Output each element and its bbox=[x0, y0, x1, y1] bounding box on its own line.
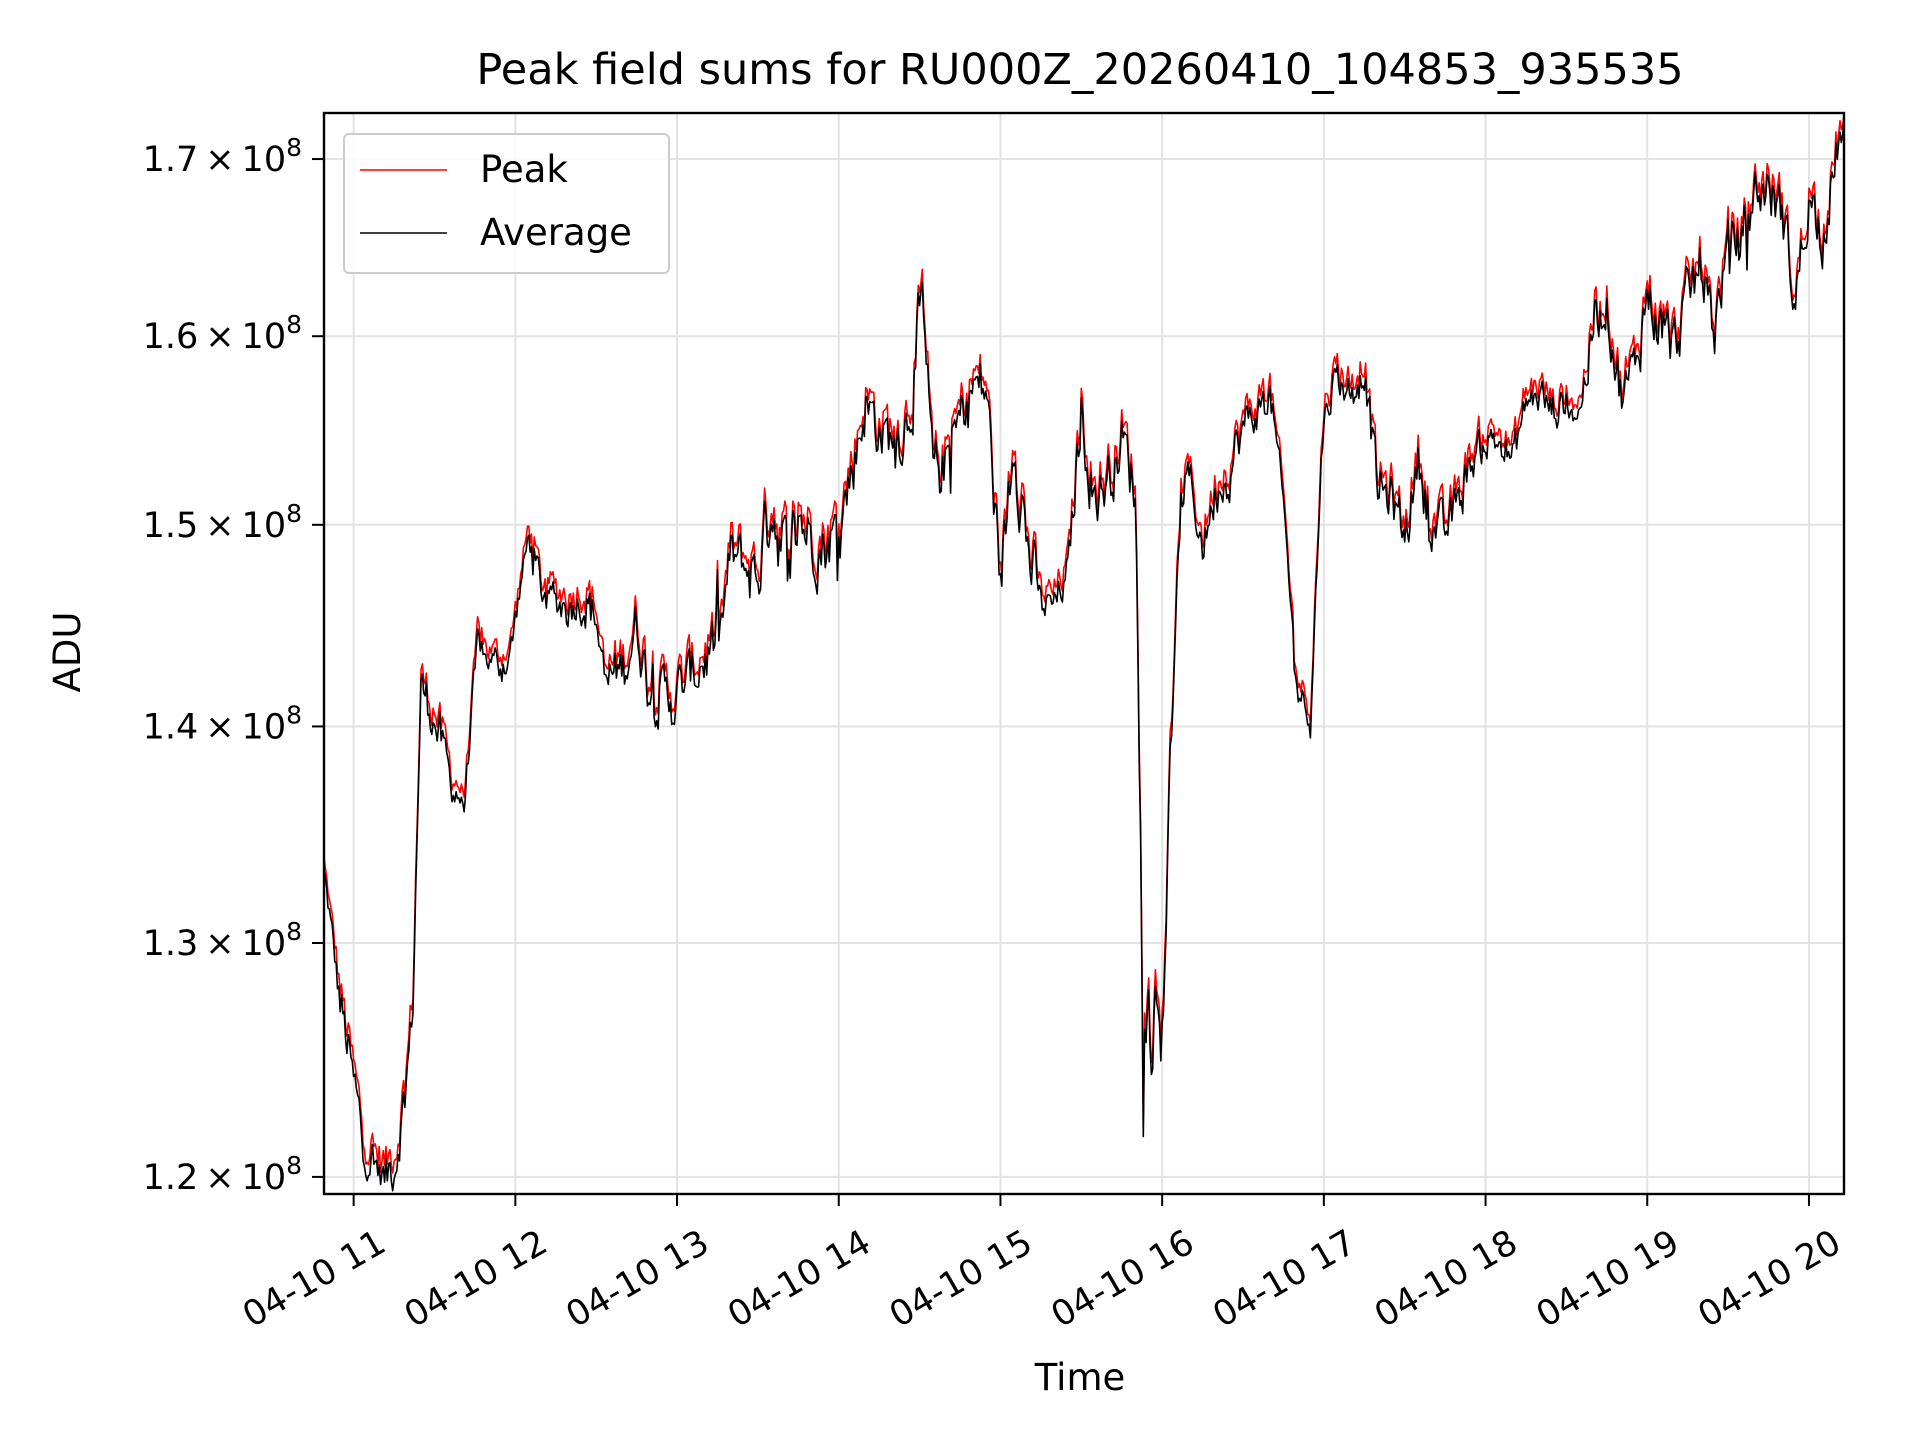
y-tick-label: 1.2 × 108 bbox=[143, 1151, 302, 1198]
y-tick-label: 1.4 × 108 bbox=[143, 700, 302, 747]
legend-label-peak: Peak bbox=[480, 148, 568, 191]
x-axis-label: Time bbox=[1034, 1356, 1126, 1399]
y-tick-label: 1.6 × 108 bbox=[143, 310, 302, 357]
y-tick-label: 1.7 × 108 bbox=[143, 133, 302, 180]
series-line-average bbox=[324, 121, 1844, 1192]
y-axis-label: ADU bbox=[46, 612, 89, 693]
y-tick-label: 1.3 × 108 bbox=[143, 917, 302, 964]
y-axis: 1.2 × 108 1.3 × 108 1.4 × 108 1.5 × 108 1.6 … bbox=[143, 133, 324, 1198]
legend-box bbox=[343, 133, 670, 274]
legend-label-average: Average bbox=[480, 211, 632, 254]
legend: Peak Average bbox=[343, 133, 670, 274]
y-tick-label: 1.5 × 108 bbox=[143, 499, 302, 546]
plot-frame bbox=[322, 111, 1846, 1196]
series-layer bbox=[324, 114, 1844, 1192]
chart-title: Peak field sums for RU000Z_20260410_1048… bbox=[476, 45, 1683, 95]
